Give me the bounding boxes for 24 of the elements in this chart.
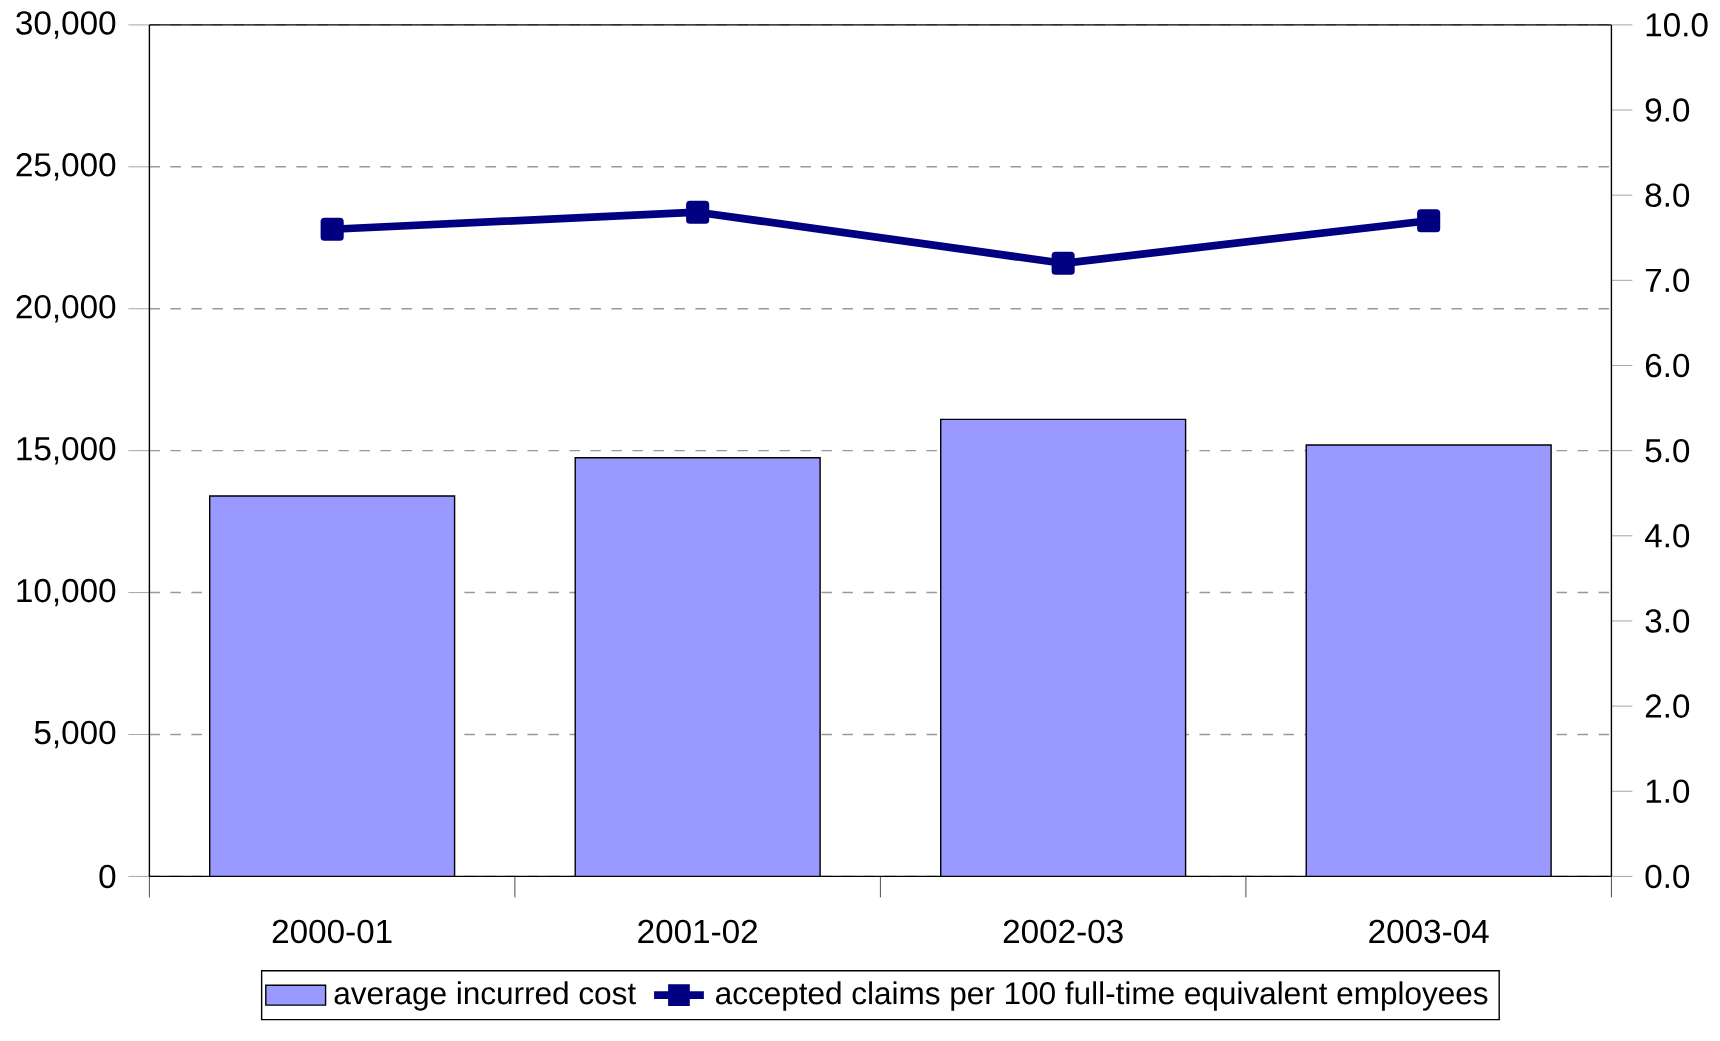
y2-tick-label: 4.0 xyxy=(1644,524,1690,548)
y-tick-label: 0 xyxy=(99,864,116,889)
y-tick-label: 25,000 xyxy=(16,153,116,181)
y2-tick-label: 0.0 xyxy=(1645,864,1690,889)
y-tick-label: 5,000 xyxy=(34,720,116,749)
y-tick-label: 10,000 xyxy=(17,578,116,607)
legend-label: accepted claims per 100 full-time equivalent employees xyxy=(716,981,1488,1011)
x-tick-label: 2000-01 xyxy=(272,919,392,944)
y2-tick-label: 10.0 xyxy=(1646,13,1708,37)
y2-tick-label: 2.0 xyxy=(1645,694,1690,719)
x-tick-label: 2003-04 xyxy=(1369,919,1489,944)
legend-label: average incurred cost xyxy=(334,981,636,1011)
x-tick-label: 2001-02 xyxy=(638,919,757,944)
y2-tick-label: 7.0 xyxy=(1645,268,1690,293)
y2-tick-label: 9.0 xyxy=(1645,98,1690,122)
y2-tick-label: 3.0 xyxy=(1645,609,1690,633)
y2-tick-label: 8.0 xyxy=(1645,183,1690,208)
y-tick-label: 20,000 xyxy=(16,295,116,323)
y2-tick-label: 5.0 xyxy=(1645,439,1690,463)
y2-tick-label: 1.0 xyxy=(1646,779,1690,804)
y-tick-label: 15,000 xyxy=(17,437,116,465)
y-tick-label: 30,000 xyxy=(16,11,116,39)
x-tick-label: 2002-03 xyxy=(1003,919,1123,944)
y2-tick-label: 6.0 xyxy=(1645,353,1690,378)
